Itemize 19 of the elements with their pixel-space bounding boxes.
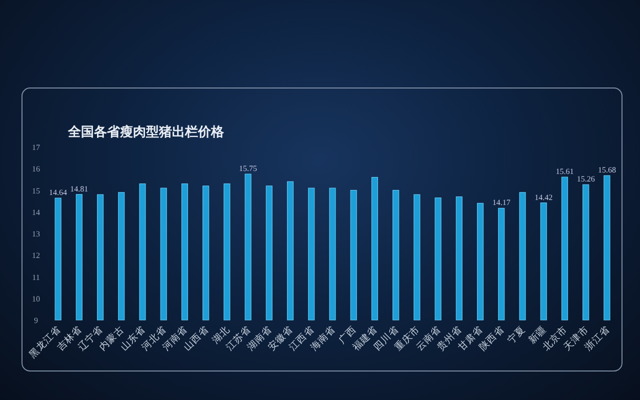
- x-tick-label: 宁夏: [504, 324, 528, 346]
- data-label: 15.68: [598, 166, 616, 175]
- y-tick-label: 17: [32, 143, 40, 152]
- data-label: 15.26: [576, 174, 595, 184]
- y-tick-label: 13: [32, 230, 40, 238]
- data-label: 15.75: [239, 164, 258, 174]
- data-label: 15.61: [556, 167, 574, 176]
- y-tick-label: 14: [32, 208, 40, 217]
- y-tick-label: 12: [32, 251, 40, 260]
- y-tick-label: 16: [32, 164, 40, 174]
- data-label: 14.81: [70, 184, 88, 194]
- data-label: 14.42: [534, 192, 553, 202]
- y-tick-label: 9: [34, 316, 38, 325]
- y-tick-label: 15: [32, 186, 40, 196]
- y-tick-label: 10: [32, 294, 40, 304]
- y-tick-label: 11: [32, 272, 40, 282]
- chart-title: 全国各省瘦肉型猪出栏价格: [67, 124, 225, 139]
- data-label: 14.17: [492, 198, 510, 208]
- data-label: 14.64: [49, 188, 68, 198]
